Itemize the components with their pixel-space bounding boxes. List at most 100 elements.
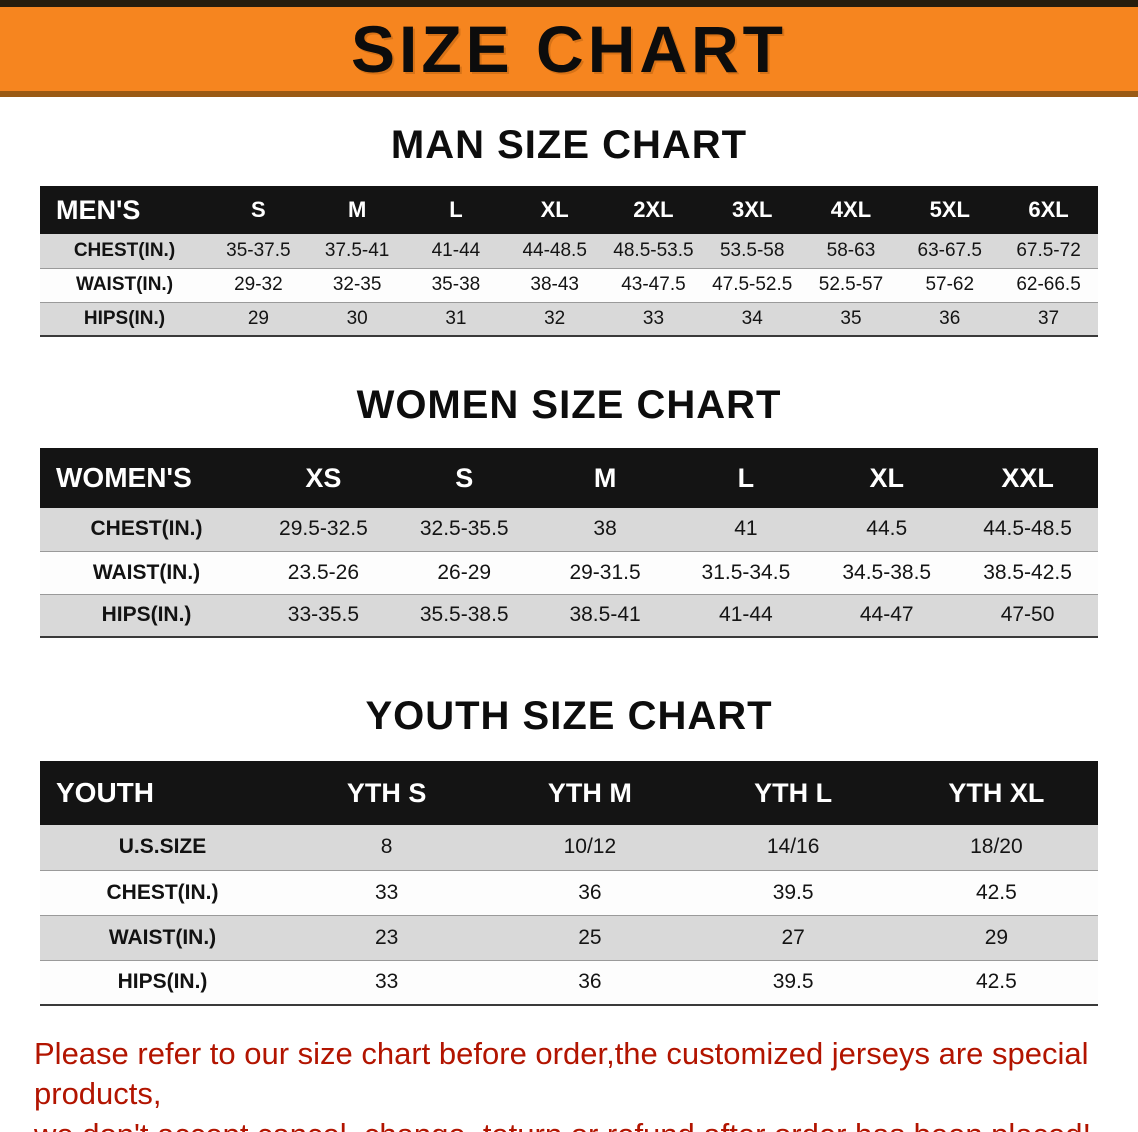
table-cell: 37 <box>1037 307 1060 329</box>
row-label: CHEST(IN.) <box>73 239 176 261</box>
table-row: HIPS(IN.) 33 36 39.5 42.5 <box>40 960 1098 1005</box>
table-cell: 39.5 <box>772 880 814 904</box>
size-column-header: YTH XL <box>894 761 1098 825</box>
table-corner-label: WOMEN'S <box>40 448 253 508</box>
table-row: U.S.SIZE 8 10/12 14/16 18/20 <box>40 825 1098 870</box>
table-cell: 41-44 <box>431 239 481 261</box>
table-cell: 23.5-26 <box>287 560 360 584</box>
table-cell: 25 <box>578 925 602 949</box>
row-label: CHEST(IN.) <box>106 880 219 904</box>
table-cell: 31.5-34.5 <box>701 560 791 584</box>
table-cell: 29 <box>984 925 1009 949</box>
table-cell: 32-35 <box>332 274 382 295</box>
table-cell: 29-31.5 <box>569 560 641 584</box>
table-cell: 42.5 <box>975 970 1017 994</box>
table-cell: 34.5-38.5 <box>842 560 932 584</box>
table-cell: 44-47 <box>859 603 914 627</box>
table-cell: 41-44 <box>719 603 773 627</box>
size-column-header: M <box>307 186 407 234</box>
table-cell: 42.5 <box>975 880 1017 904</box>
table-row: CHEST(IN.) 33 36 39.5 42.5 <box>40 870 1098 915</box>
row-label: HIPS(IN.) <box>101 603 192 627</box>
table-cell: 43-47.5 <box>621 274 686 295</box>
table-row: WAIST(IN.) 23 25 27 29 <box>40 915 1098 960</box>
disclaimer-line-1: Please refer to our size chart before or… <box>34 1036 1089 1112</box>
table-cell: 48.5-53.5 <box>613 239 694 261</box>
table-cell: 31 <box>445 307 467 329</box>
size-column-header: S <box>393 448 535 508</box>
size-chart-title: SIZE CHART <box>351 12 787 86</box>
size-column-header: M <box>534 448 676 508</box>
size-chart-banner: SIZE CHART <box>0 0 1138 97</box>
table-cell: 63-67.5 <box>917 239 982 261</box>
size-column-header: YTH M <box>488 761 692 825</box>
table-cell: 37.5-41 <box>324 239 390 261</box>
table-cell: 36 <box>578 880 602 904</box>
size-column-header: YTH S <box>285 761 489 825</box>
table-cell: 33 <box>374 880 399 904</box>
table-cell: 62-66.5 <box>1016 274 1081 295</box>
youth-size-chart-section: YOUTH SIZE CHART YOUTH YTH S YTH M YTH L YTH… <box>0 694 1138 1006</box>
section-title-women: WOMEN SIZE CHART <box>356 383 782 427</box>
section-title-youth: YOUTH SIZE CHART <box>365 694 773 738</box>
table-cell: 41 <box>734 517 758 541</box>
table-cell: 14/16 <box>766 835 820 859</box>
mens-size-table: MEN'S S M L XL 2XL 3XL 4XL 5XL 6XL CHEST(IN.) 35-37… <box>40 186 1098 337</box>
table-cell: 35.5-38.5 <box>419 603 509 627</box>
table-cell: 58-63 <box>826 239 876 261</box>
table-cell: 53.5-58 <box>719 239 785 261</box>
table-cell: 35-38 <box>431 274 481 295</box>
table-cell: 33-35.5 <box>287 603 360 627</box>
table-row: CHEST(IN.) 35-37.5 37.5-41 41-44 44-48.5 48.5… <box>40 234 1098 268</box>
man-size-chart-section: MAN SIZE CHART MEN'S S M L XL 2XL 3XL 4XL 5XL 6XL… <box>0 123 1138 337</box>
table-cell: 38.5-41 <box>569 603 641 627</box>
table-row: CHEST(IN.) 29.5-32.5 32.5-35.5 38 41 44.5 44.5… <box>40 508 1098 551</box>
table-cell: 30 <box>346 307 368 329</box>
table-cell: 32.5-35.5 <box>419 517 509 541</box>
table-corner-label: YOUTH <box>40 761 285 825</box>
table-cell: 44.5 <box>866 517 908 541</box>
table-row: HIPS(IN.) 33-35.5 35.5-38.5 38.5-41 41-44 44-… <box>40 594 1098 637</box>
table-cell: 36 <box>939 307 961 329</box>
table-cell: 47.5-52.5 <box>712 274 793 295</box>
row-label: WAIST(IN.) <box>108 925 217 949</box>
table-cell: 44.5-48.5 <box>983 517 1072 541</box>
size-column-header: XL <box>505 186 605 234</box>
womens-size-table: WOMEN'S XS S M L XL XXL CHEST(IN.) 29.5-32.5 32.5… <box>40 448 1098 638</box>
table-cell: 67.5-72 <box>1016 239 1081 261</box>
row-label: HIPS(IN.) <box>117 970 208 994</box>
row-label: CHEST(IN.) <box>90 517 203 541</box>
size-column-header: 4XL <box>801 186 901 234</box>
table-cell: 10/12 <box>563 835 617 859</box>
table-header-row: MEN'S S M L XL 2XL 3XL 4XL 5XL 6XL <box>40 186 1098 234</box>
women-size-chart-section: WOMEN SIZE CHART WOMEN'S XS S M L XL XXL CHEST(… <box>0 383 1138 638</box>
table-cell: 38-43 <box>530 274 579 295</box>
size-column-header: XS <box>253 448 394 508</box>
disclaimer-line-2: we don't accept cancel, change, teturn o… <box>34 1115 1104 1132</box>
table-cell: 57-62 <box>925 274 975 295</box>
row-label: WAIST(IN.) <box>75 274 174 295</box>
size-column-header: YTH L <box>691 761 895 825</box>
table-cell: 52.5-57 <box>818 274 884 295</box>
size-column-header: XL <box>816 448 958 508</box>
size-column-header: 3XL <box>702 186 802 234</box>
table-header-row: WOMEN'S XS S M L XL XXL <box>40 448 1098 508</box>
size-column-header: XXL <box>957 448 1098 508</box>
table-cell: 33 <box>374 970 399 994</box>
table-cell: 35-37.5 <box>226 239 291 261</box>
row-label: HIPS(IN.) <box>83 307 166 329</box>
table-cell: 8 <box>380 835 393 859</box>
youth-size-table: YOUTH YTH S YTH M YTH L YTH XL U.S.SIZE 8 10/12… <box>40 761 1098 1006</box>
disclaimer-text: Please refer to our size chart before or… <box>34 1034 1104 1132</box>
table-cell: 29 <box>247 307 269 329</box>
table-cell: 38 <box>593 517 617 541</box>
table-cell: 18/20 <box>970 835 1023 859</box>
table-cell: 36 <box>578 970 602 994</box>
table-cell: 35 <box>840 307 862 329</box>
size-column-header: 6XL <box>999 186 1098 234</box>
size-column-header: S <box>209 186 308 234</box>
table-cell: 27 <box>781 925 805 949</box>
table-header-row: YOUTH YTH S YTH M YTH L YTH XL <box>40 761 1098 825</box>
table-corner-label: MEN'S <box>40 186 209 234</box>
